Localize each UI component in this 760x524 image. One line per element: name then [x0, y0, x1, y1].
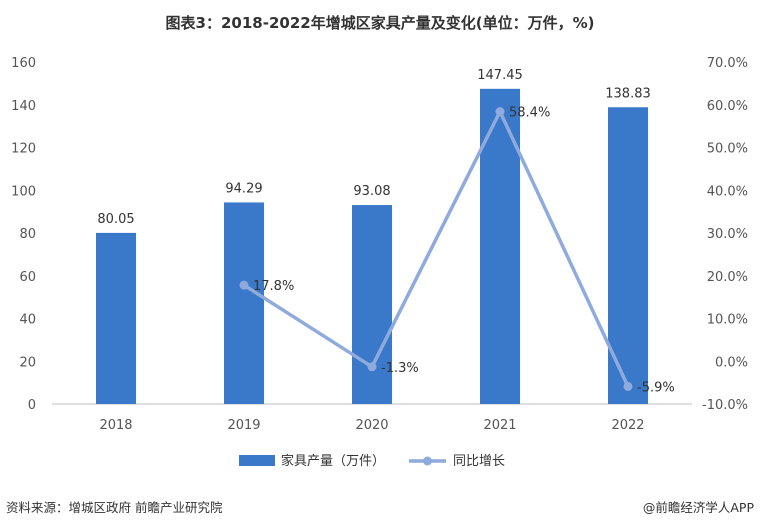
- x-tick-label: 2022: [611, 418, 644, 433]
- growth-point: [367, 362, 377, 372]
- legend-bar-swatch: [239, 455, 275, 466]
- line-series: 17.8% -1.3% 58.4% -5.9%: [239, 106, 675, 395]
- left-tick-label: 100: [11, 184, 36, 199]
- bar-value-label: 94.29: [225, 181, 262, 196]
- left-tick-label: 160: [11, 56, 36, 71]
- bar-labels: 80.05 94.29 93.08 147.45 138.83: [97, 68, 650, 227]
- right-tick-label: 70.0%: [707, 56, 748, 71]
- x-axis: 2018 2019 2020 2021 2022: [99, 418, 644, 433]
- growth-value-label: -1.3%: [381, 361, 419, 376]
- left-tick-label: 20: [19, 355, 36, 370]
- left-tick-label: 0: [28, 398, 36, 413]
- x-tick-label: 2018: [99, 418, 132, 433]
- legend: 家具产量（万件） 同比增长: [239, 453, 505, 469]
- right-axis: -10.0% 0.0% 10.0% 20.0% 30.0% 40.0% 50.0% 60.0%…: [702, 56, 748, 413]
- chart-title: 图表3：2018-2022年增城区家具产量及变化(单位：万件，%): [165, 14, 595, 32]
- legend-line-marker: [423, 456, 432, 466]
- bar-series: [96, 88, 648, 404]
- left-tick-label: 140: [11, 99, 36, 114]
- source-note: 资料来源：增城区政府 前瞻产业研究院: [6, 500, 223, 515]
- growth-value-label: 17.8%: [253, 279, 294, 294]
- x-tick-label: 2019: [227, 418, 260, 433]
- left-tick-label: 60: [19, 270, 36, 285]
- legend-line-label: 同比增长: [453, 454, 505, 469]
- brand-note: @前瞻经济学人APP: [642, 500, 754, 515]
- growth-point: [495, 107, 505, 117]
- left-axis: 0 20 40 60 80 100 120 140 160: [11, 56, 36, 413]
- bar-value-label: 93.08: [353, 184, 390, 199]
- right-tick-label: 0.0%: [715, 355, 748, 370]
- growth-value-label: -5.9%: [637, 380, 675, 395]
- right-tick-label: -10.0%: [702, 398, 748, 413]
- left-tick-label: 80: [19, 227, 36, 242]
- right-tick-label: 40.0%: [707, 184, 748, 199]
- growth-line: [243, 109, 630, 388]
- growth-value-label: 58.4%: [509, 106, 550, 121]
- right-tick-label: 20.0%: [707, 270, 748, 285]
- bar-value-label: 80.05: [97, 212, 134, 227]
- legend-bar-label: 家具产量（万件）: [281, 453, 385, 469]
- right-tick-label: 30.0%: [707, 227, 748, 242]
- left-tick-label: 120: [11, 142, 36, 157]
- x-tick-label: 2021: [483, 418, 516, 433]
- right-tick-label: 10.0%: [707, 313, 748, 328]
- bar: [96, 232, 136, 404]
- right-tick-label: 50.0%: [707, 142, 748, 157]
- bar-value-label: 147.45: [477, 68, 523, 83]
- bar-value-label: 138.83: [605, 86, 651, 101]
- x-tick-label: 2020: [355, 418, 388, 433]
- left-tick-label: 40: [19, 313, 36, 328]
- growth-point: [239, 280, 249, 290]
- growth-point: [623, 381, 633, 391]
- right-tick-label: 60.0%: [707, 99, 748, 114]
- bar: [224, 202, 264, 404]
